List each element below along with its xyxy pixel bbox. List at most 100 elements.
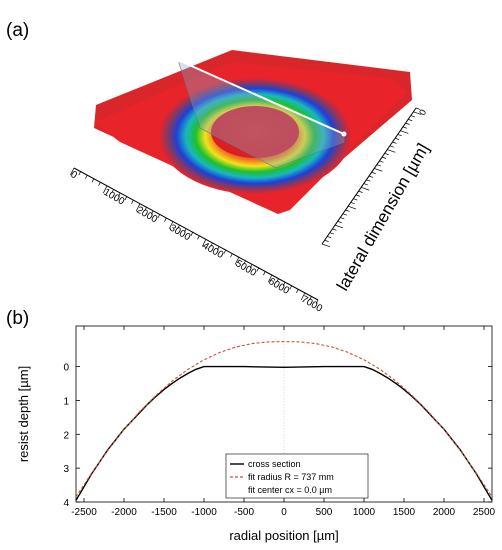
side-tick	[329, 232, 334, 235]
cross-section-chart: -2500 -2000 -1500 -1000 -500 0 500 1000 1500 2000…	[16, 325, 496, 543]
side-tick	[413, 111, 422, 115]
side-tick	[394, 137, 400, 140]
front-tick	[98, 182, 101, 187]
front-tick	[136, 203, 141, 212]
front-tick	[177, 224, 180, 229]
front-tick	[151, 210, 154, 215]
front-tick	[282, 282, 286, 286]
front-tick	[164, 217, 167, 222]
front-tick-label: 0	[69, 169, 80, 182]
axis-lateral-label: lateral dimension [µm]	[333, 140, 433, 294]
series-layer	[75, 341, 493, 501]
side-tick	[376, 164, 381, 167]
front-tick	[267, 274, 273, 283]
front-tick	[300, 292, 306, 301]
front-tick-label: 3000	[167, 223, 192, 244]
side-tick	[368, 175, 374, 178]
front-tick	[169, 221, 174, 229]
axis-side-tick-label-0: 0	[417, 108, 428, 117]
side-tick	[337, 221, 342, 224]
surface-plot-3d: 0 1000 2000 3000 4000 5000 6000 7000 0 lateral …	[69, 50, 433, 315]
side-tick	[410, 115, 415, 118]
front-tick	[78, 171, 81, 176]
side-tick	[402, 126, 408, 129]
front-tick-label: 6000	[266, 276, 291, 297]
front-tick-label: 7000	[299, 294, 324, 315]
axis-front-ticks	[70, 167, 319, 304]
legend-label-cross-section: cross section	[248, 459, 301, 469]
y-tick-label: 3	[63, 464, 69, 475]
front-tick	[144, 207, 147, 211]
side-tick	[327, 236, 332, 239]
front-tick	[183, 228, 187, 233]
front-tick	[70, 167, 75, 176]
side-tick	[379, 160, 384, 163]
front-tick	[276, 278, 279, 283]
front-tick	[85, 174, 88, 179]
axis-front-x	[73, 167, 319, 301]
front-tick	[216, 246, 220, 251]
panel-label-a: (a)	[6, 20, 30, 41]
front-tick	[289, 285, 292, 290]
legend-label-fit-center: fit center cx = 0.0 µm	[248, 485, 332, 495]
front-tick	[315, 299, 319, 304]
front-tick	[234, 257, 240, 265]
side-tick	[384, 153, 389, 156]
front-tick	[91, 178, 95, 183]
x-tick-label: 1500	[393, 507, 416, 518]
front-tick	[124, 196, 128, 201]
side-tick	[361, 187, 370, 191]
y-ticks: 0 1 2 3 4	[63, 363, 492, 509]
side-tick	[397, 134, 402, 137]
front-tick	[118, 192, 121, 197]
section-endpoint-end	[341, 131, 347, 137]
front-tick	[263, 271, 266, 276]
front-tick	[223, 249, 226, 254]
side-tick	[389, 145, 395, 148]
side-tick	[342, 213, 348, 216]
legend-box	[225, 453, 369, 499]
front-tick-label: 4000	[200, 240, 225, 261]
x-tick-label: -1500	[151, 507, 177, 518]
legend-label-fit-radius: fit radius R = 737 mm	[248, 472, 334, 482]
series-fit-radius	[75, 341, 493, 498]
side-tick	[324, 239, 329, 242]
side-tick	[334, 224, 344, 229]
side-tick	[381, 156, 387, 159]
front-tick	[243, 260, 246, 265]
y-tick-label: 4	[63, 498, 69, 509]
side-tick	[355, 194, 361, 197]
legend: cross section fit radius R = 737 mm fit …	[225, 453, 369, 499]
front-tick	[103, 185, 108, 194]
front-tick-label: 1000	[101, 187, 126, 208]
side-tick	[392, 141, 397, 144]
side-tick	[408, 119, 413, 122]
x-tick-label: -2500	[71, 507, 97, 518]
side-tick	[358, 190, 363, 193]
front-tick	[131, 199, 134, 204]
side-tick	[353, 198, 358, 201]
side-tick	[350, 202, 355, 205]
y-tick-label: 2	[63, 430, 69, 441]
front-tick	[256, 267, 259, 272]
front-tick	[201, 239, 207, 247]
side-tick	[332, 228, 337, 231]
x-tick-label: -500	[234, 507, 254, 518]
side-tick	[340, 217, 345, 220]
front-tick	[296, 289, 299, 294]
front-tick	[230, 253, 233, 258]
section-endpoint-start	[175, 57, 181, 63]
front-tick	[157, 214, 161, 219]
side-tick	[363, 183, 368, 186]
x-tick-label: 2000	[433, 507, 456, 518]
y-tick-label: 0	[63, 363, 69, 374]
side-tick	[321, 243, 331, 248]
x-tick-label: 500	[316, 507, 333, 518]
side-tick	[366, 179, 371, 182]
front-tick	[210, 242, 213, 247]
side-tick	[405, 122, 410, 125]
y-tick-label: 1	[63, 396, 69, 407]
side-tick	[347, 205, 357, 210]
crater-center	[211, 106, 299, 158]
